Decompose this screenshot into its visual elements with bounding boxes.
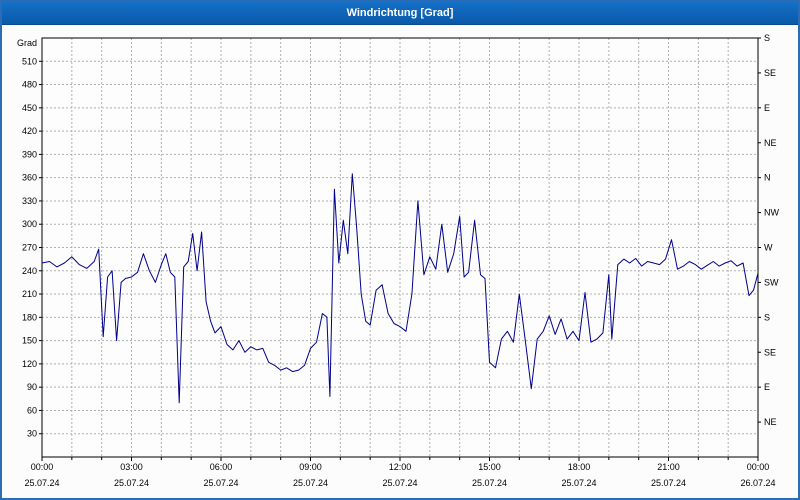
x-tick-date-label: 25.07.24 xyxy=(293,478,328,488)
compass-label: S xyxy=(764,33,770,43)
chart-area: 30 60 90 120 150 180 210 240 270 300 330 360 390 420 4… xyxy=(2,24,798,498)
x-tick-time-label: 18:00 xyxy=(568,462,591,472)
x-tick-date-label: 25.07.24 xyxy=(472,478,507,488)
y-tick-label: 90 xyxy=(27,382,37,392)
x-tick-time-label: 21:00 xyxy=(657,462,680,472)
compass-label: S xyxy=(764,312,770,322)
compass-label: NE xyxy=(764,138,777,148)
compass-label: N xyxy=(764,173,771,183)
y-tick-label: 480 xyxy=(22,80,37,90)
x-tick-time-label: 00:00 xyxy=(31,462,54,472)
x-tick-date-label: 25.07.24 xyxy=(24,478,59,488)
y-tick-label: 60 xyxy=(27,405,37,415)
compass-label: E xyxy=(764,382,770,392)
x-tick-date-label: 25.07.24 xyxy=(114,478,149,488)
y-tick-label: 330 xyxy=(22,196,37,206)
y-axis-unit-label: Grad xyxy=(17,38,37,48)
y-tick-label: 450 xyxy=(22,103,37,113)
x-tick-time-label: 15:00 xyxy=(478,462,501,472)
y-tick-label: 210 xyxy=(22,289,37,299)
x-tick-time-label: 12:00 xyxy=(389,462,412,472)
x-tick-date-label: 25.07.24 xyxy=(561,478,596,488)
x-tick-time-label: 09:00 xyxy=(299,462,322,472)
x-tick-date-label: 26.07.24 xyxy=(740,478,775,488)
y-tick-label: 30 xyxy=(27,429,37,439)
y-tick-label: 120 xyxy=(22,359,37,369)
x-tick-time-label: 00:00 xyxy=(747,462,770,472)
compass-label: NW xyxy=(764,208,779,218)
y-tick-label: 510 xyxy=(22,56,37,66)
compass-label: SE xyxy=(764,347,776,357)
window-titlebar: Windrichtung [Grad] xyxy=(2,2,798,25)
x-tick-date-label: 25.07.24 xyxy=(203,478,238,488)
y-tick-label: 150 xyxy=(22,336,37,346)
window-title: Windrichtung [Grad] xyxy=(346,7,454,19)
compass-label: SE xyxy=(764,68,776,78)
y-tick-label: 180 xyxy=(22,312,37,322)
y-tick-label: 300 xyxy=(22,219,37,229)
plot-border xyxy=(41,37,759,458)
compass-label: E xyxy=(764,103,770,113)
compass-label: NE xyxy=(764,417,777,427)
x-tick-date-label: 25.07.24 xyxy=(382,478,417,488)
compass-label: W xyxy=(764,243,773,253)
y-tick-label: 360 xyxy=(22,173,37,183)
x-tick-time-label: 06:00 xyxy=(210,462,233,472)
x-tick-time-label: 03:00 xyxy=(120,462,143,472)
wind-direction-chart: 30 60 90 120 150 180 210 240 270 300 330 360 390 420 4… xyxy=(17,33,780,488)
wind-direction-line xyxy=(41,173,759,404)
y-tick-label: 420 xyxy=(22,126,37,136)
x-tick-date-label: 25.07.24 xyxy=(651,478,686,488)
y-tick-label: 240 xyxy=(22,266,37,276)
compass-label: SW xyxy=(764,277,779,287)
y-tick-label: 390 xyxy=(22,149,37,159)
y-tick-label: 270 xyxy=(22,243,37,253)
